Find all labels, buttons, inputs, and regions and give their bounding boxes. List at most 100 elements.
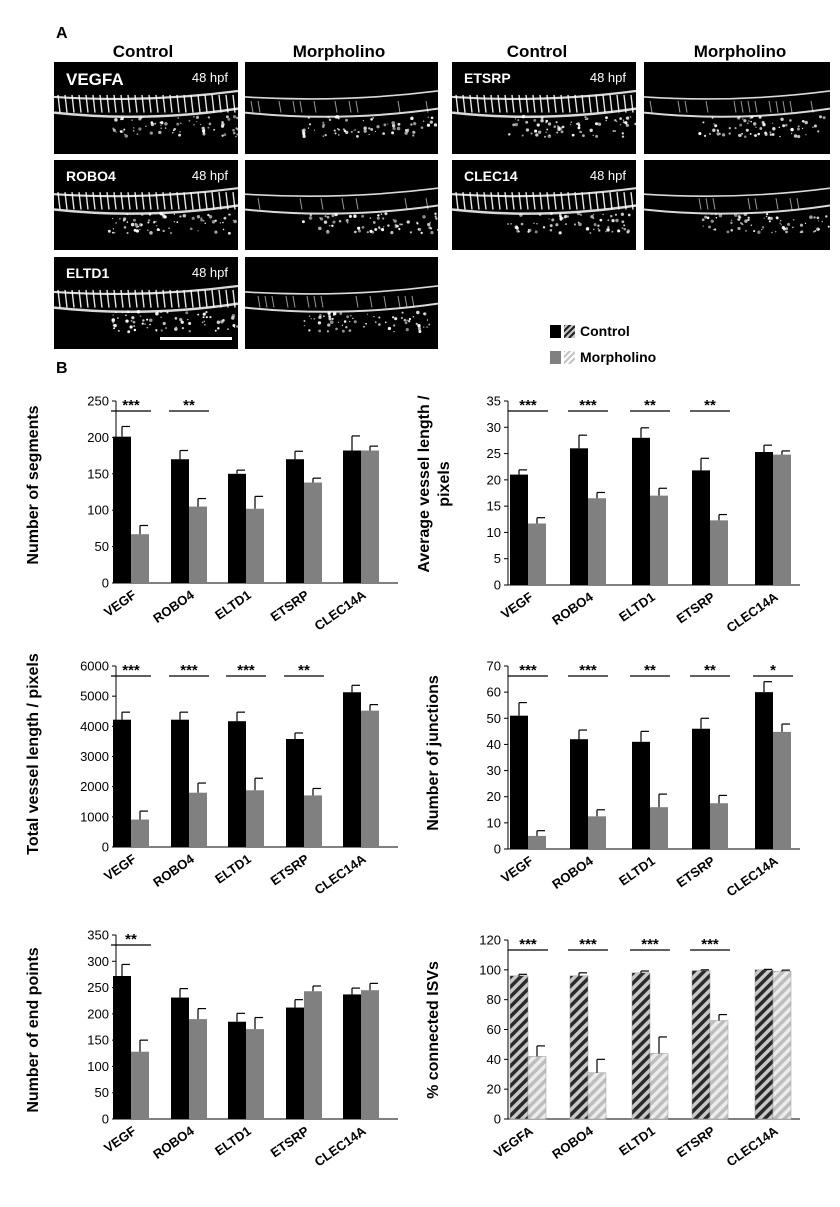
vessel-speckle: [634, 122, 636, 126]
vessel-speckle: [208, 215, 213, 219]
vessel-speckle: [331, 214, 335, 218]
y-tick-label: 2000: [80, 779, 109, 794]
vessel-speckle: [546, 128, 549, 131]
vessel-speckle: [353, 214, 357, 218]
chart-5: 0 50 100 150 200 250 300 350 Number of end point…: [25, 928, 398, 1170]
vessel-speckle: [590, 215, 594, 219]
vessel-speckle: [771, 122, 774, 124]
vessel-path: [644, 107, 830, 118]
significance-label: ***: [519, 662, 537, 679]
y-axis-title: Total vessel length / pixels: [25, 653, 42, 855]
vessel-path: [176, 94, 180, 113]
vessel-path: [148, 94, 152, 113]
vessel-path: [567, 192, 571, 210]
bar-control: [171, 719, 189, 847]
vessel-speckle: [303, 320, 306, 322]
vessel-speckle: [126, 231, 129, 235]
vessel-path: [452, 187, 636, 198]
vessel-path: [644, 204, 830, 215]
vessel-speckle: [753, 230, 756, 233]
vessel-speckle: [361, 225, 365, 229]
vessel-path: [504, 94, 508, 113]
vessel-path: [85, 192, 89, 210]
vessel-speckle: [156, 225, 158, 227]
vessel-texture: [54, 284, 238, 334]
vessel-path: [127, 192, 131, 210]
vessel-path: [64, 94, 68, 113]
bar-control: [228, 1021, 246, 1119]
vessel-speckle: [731, 219, 733, 221]
vessel-speckle: [341, 324, 344, 327]
vessel-path: [299, 100, 303, 113]
bar-control: [286, 459, 304, 583]
bar-morpholino: [246, 790, 264, 847]
vessel-speckle: [405, 328, 409, 332]
vessel-speckle: [339, 312, 343, 315]
category-label: CLEC14A: [312, 1123, 370, 1170]
vessel-speckle: [410, 116, 414, 121]
vessel-speckle: [571, 133, 575, 137]
vessel-path: [183, 289, 187, 308]
vessel-speckle: [602, 213, 604, 216]
panel-b-letter: B: [56, 360, 68, 377]
vessel-speckle: [813, 216, 816, 219]
vessel-speckle: [570, 121, 572, 123]
vessel-speckle: [235, 135, 237, 138]
vessel-speckle: [130, 319, 133, 322]
gene-label: ETSRP: [464, 70, 511, 86]
legend-item-morpholino: Morpholino: [550, 344, 656, 370]
vessel-speckle: [132, 320, 136, 324]
vessel-speckle: [817, 228, 820, 231]
vessel-path: [113, 192, 117, 210]
vessel-path: [211, 289, 215, 308]
vessel-speckle: [393, 324, 396, 327]
y-tick-label: 150: [87, 1033, 109, 1048]
vessel-speckle: [420, 231, 423, 235]
vessel-speckle: [346, 315, 350, 319]
vessel-speckle: [514, 225, 519, 230]
vessel-speckle: [126, 221, 129, 223]
vessel-speckle: [592, 213, 595, 216]
vessel-speckle: [576, 122, 580, 126]
vessel-speckle: [393, 330, 395, 333]
vessel-speckle: [563, 126, 565, 128]
vessel-speckle: [713, 123, 715, 125]
vessel-speckle: [374, 321, 377, 323]
vessel-speckle: [142, 319, 145, 322]
vessel-speckle: [561, 125, 565, 129]
y-tick-label: 40: [487, 737, 501, 752]
vessel-speckle: [203, 320, 205, 322]
vessel-speckle: [593, 223, 597, 227]
vessel-path: [71, 289, 75, 308]
vessel-speckle: [765, 215, 768, 218]
vessel-path: [747, 100, 751, 113]
y-axis-title: Average vessel length / pixels: [416, 395, 453, 573]
vessel-speckle: [135, 226, 138, 229]
vessel-speckle: [217, 327, 220, 330]
vessel-speckle: [373, 315, 375, 318]
vessel-path: [539, 192, 543, 210]
vessel-speckle: [417, 326, 422, 331]
bar-control: [754, 969, 774, 1120]
vessel-path: [78, 289, 82, 308]
vessel-speckle: [236, 128, 238, 131]
vessel-speckle: [627, 213, 631, 217]
vessel-speckle: [324, 133, 327, 137]
bar-control: [631, 972, 651, 1120]
micrograph-clec14-morpholino: [644, 160, 830, 250]
vessel-speckle: [323, 220, 328, 224]
vessel-path: [334, 100, 338, 113]
vessel-speckle: [131, 119, 133, 122]
vessel-speckle: [174, 327, 178, 331]
vessel-speckle: [611, 230, 614, 233]
y-tick-label: 0: [102, 1112, 109, 1127]
vessel-speckle: [741, 132, 743, 135]
vessel-speckle: [715, 216, 718, 219]
vessel-speckle: [213, 128, 216, 131]
vessel-path: [768, 100, 772, 113]
vessel-speckle: [205, 311, 208, 314]
vessel-path: [85, 289, 89, 308]
vessel-path: [455, 94, 459, 113]
vessel-speckle: [222, 221, 224, 224]
vessel-speckle: [173, 213, 176, 215]
